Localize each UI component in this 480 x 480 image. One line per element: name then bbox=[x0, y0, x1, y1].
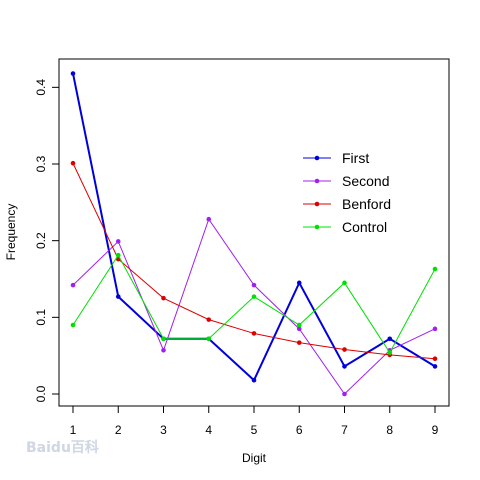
series-line-second bbox=[72, 218, 436, 395]
legend-item-first: First bbox=[303, 150, 369, 166]
point-first bbox=[115, 294, 121, 299]
point-second bbox=[70, 282, 76, 288]
point-second bbox=[432, 326, 438, 332]
series-line-benford bbox=[72, 163, 436, 360]
legend-swatch-point bbox=[314, 201, 320, 207]
legend-item-control: Control bbox=[303, 219, 387, 235]
legend-label: Benford bbox=[342, 196, 391, 212]
point-second bbox=[296, 326, 302, 332]
legend-swatch-point bbox=[314, 224, 320, 230]
point-control bbox=[387, 350, 393, 355]
point-benford bbox=[342, 347, 347, 352]
point-control bbox=[206, 336, 212, 342]
legend-item-benford: Benford bbox=[303, 196, 391, 212]
point-control bbox=[70, 322, 76, 328]
y-tick-label: 0.0 bbox=[34, 385, 48, 402]
legend-item-second: Second bbox=[303, 173, 389, 189]
y-tick-label: 0.2 bbox=[34, 232, 48, 249]
watermark-text: Baidu百科 bbox=[26, 439, 99, 456]
legend: First Second Benford Control bbox=[303, 150, 391, 235]
point-control bbox=[342, 280, 347, 286]
point-benford bbox=[251, 331, 257, 336]
x-axis: 1 2 3 4 5 6 7 8 9 bbox=[70, 405, 439, 437]
y-tick-label: 0.4 bbox=[34, 79, 48, 96]
point-benford bbox=[161, 295, 166, 301]
x-tick-label: 4 bbox=[205, 423, 212, 437]
y-axis-label: Frequency bbox=[4, 204, 18, 261]
x-tick-label: 9 bbox=[432, 423, 439, 437]
x-tick-label: 7 bbox=[341, 423, 348, 437]
x-tick-label: 8 bbox=[386, 423, 393, 437]
point-first bbox=[296, 280, 302, 286]
legend-label: Second bbox=[342, 173, 389, 189]
legend-label: Control bbox=[342, 219, 387, 235]
x-tick-label: 6 bbox=[296, 423, 303, 437]
series-benford bbox=[70, 160, 438, 362]
y-axis: 0.0 0.1 0.2 0.3 0.4 bbox=[34, 79, 60, 402]
point-control bbox=[251, 294, 257, 299]
y-tick-label: 0.1 bbox=[34, 309, 48, 326]
point-first bbox=[251, 377, 257, 383]
point-control bbox=[296, 322, 302, 328]
point-second bbox=[206, 216, 212, 222]
point-control bbox=[115, 252, 121, 258]
point-first bbox=[70, 71, 76, 76]
point-first bbox=[387, 336, 393, 342]
x-axis-label: Digit bbox=[242, 451, 267, 465]
point-control bbox=[432, 266, 438, 272]
x-tick-label: 1 bbox=[70, 423, 77, 437]
series-second bbox=[70, 216, 438, 397]
legend-swatch-point bbox=[314, 155, 320, 161]
point-benford bbox=[206, 317, 212, 322]
y-tick-label: 0.3 bbox=[34, 155, 48, 172]
point-first bbox=[342, 364, 347, 369]
point-second bbox=[115, 239, 121, 244]
point-second bbox=[342, 391, 347, 397]
x-tick-label: 2 bbox=[115, 423, 122, 437]
point-first bbox=[432, 364, 438, 369]
legend-swatch-point bbox=[314, 178, 320, 184]
point-control bbox=[161, 336, 166, 342]
series-control bbox=[70, 252, 438, 355]
point-benford bbox=[296, 340, 302, 345]
x-tick-label: 3 bbox=[160, 423, 167, 437]
legend-label: First bbox=[342, 150, 369, 166]
point-second bbox=[251, 282, 257, 288]
point-second bbox=[161, 348, 166, 353]
x-tick-label: 5 bbox=[251, 423, 258, 437]
point-benford bbox=[70, 160, 76, 166]
point-benford bbox=[432, 356, 438, 362]
series-layer bbox=[70, 71, 438, 397]
watermark: Baidu百科 bbox=[26, 439, 99, 456]
